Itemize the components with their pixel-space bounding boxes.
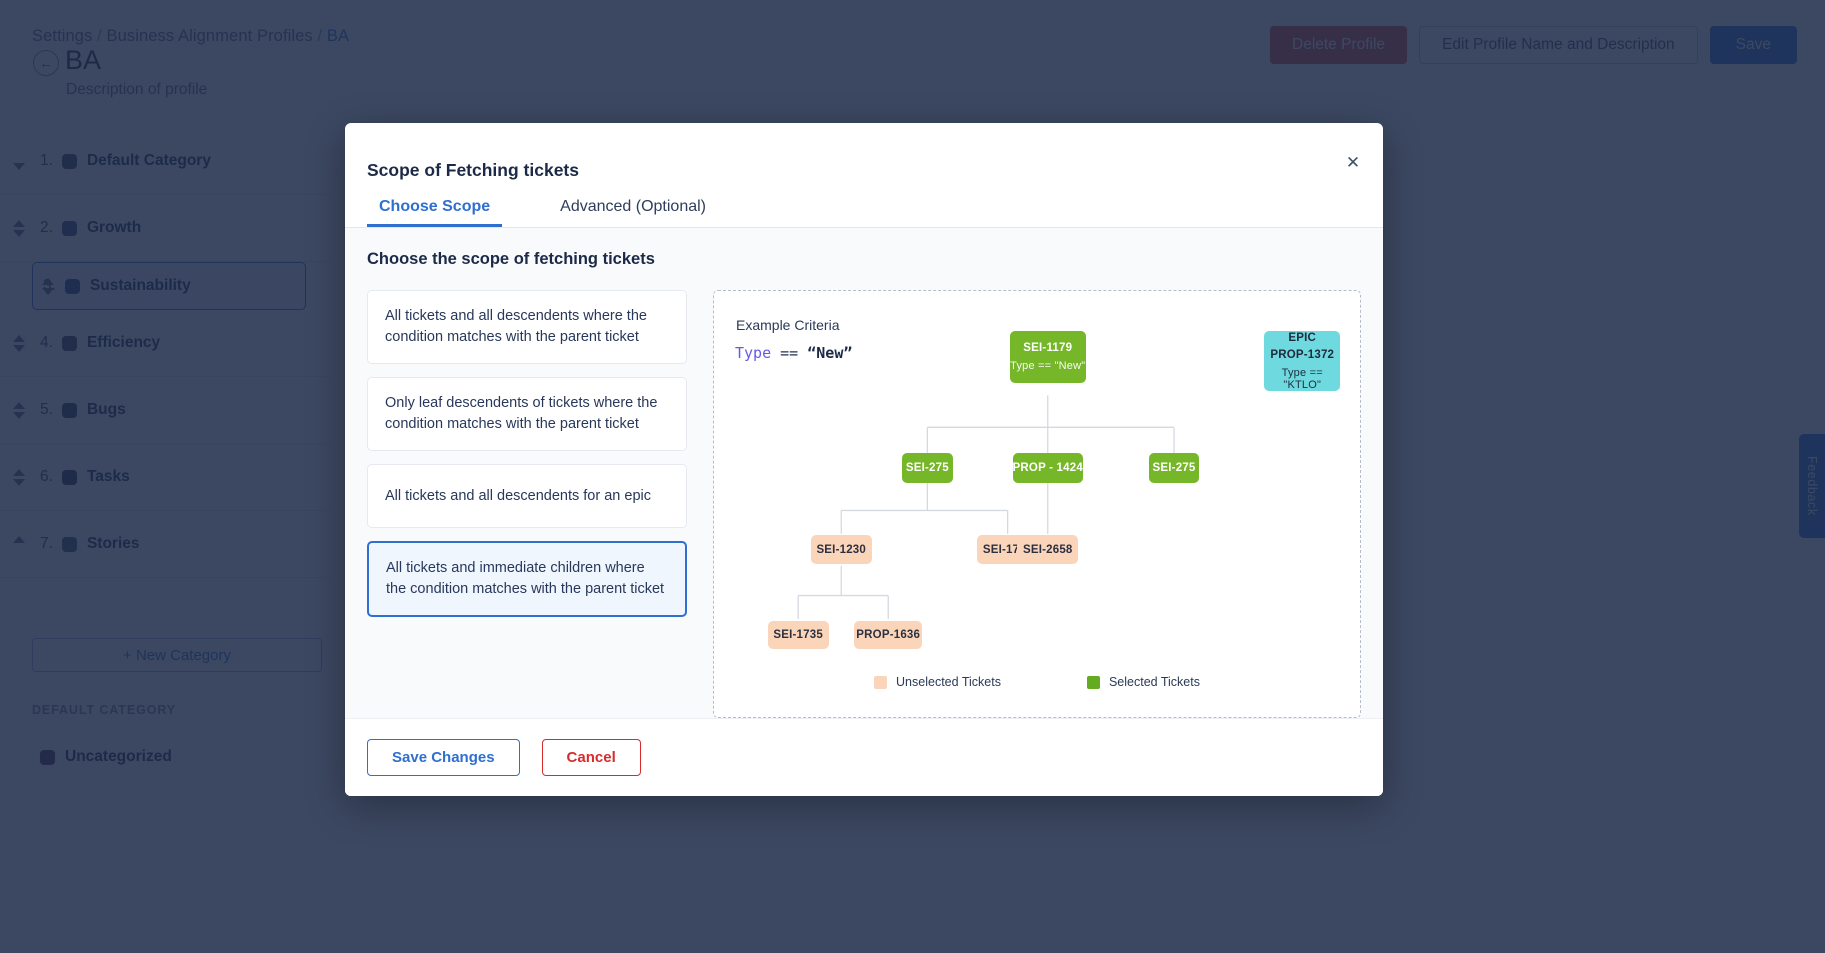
save-changes-button[interactable]: Save Changes: [367, 739, 520, 776]
modal-title: Scope of Fetching tickets: [367, 160, 579, 180]
criteria-key: Type: [735, 344, 772, 362]
legend-label: Unselected Tickets: [896, 675, 1001, 689]
cancel-button[interactable]: Cancel: [541, 739, 641, 776]
modal-footer: Save Changes Cancel: [345, 718, 1383, 796]
scope-modal: Scope of Fetching tickets ✕ Choose Scope…: [345, 123, 1383, 796]
tree-node-label: SEI-1230: [816, 543, 866, 556]
legend-swatch-icon: [874, 675, 888, 689]
diagram-legend: Unselected Tickets Selected Tickets: [714, 675, 1360, 689]
tree-node-label: EPIC: [1288, 331, 1317, 344]
legend-item: Unselected Tickets: [874, 675, 1001, 689]
tree-node: SEI-275: [901, 452, 953, 483]
scope-option-list: All tickets and all descendents where th…: [367, 290, 687, 718]
criteria-value: “New”: [807, 344, 853, 362]
tree-node-condition: Type == "New": [1010, 360, 1086, 373]
tree-node-label: SEI-275: [905, 461, 949, 474]
modal-header: Scope of Fetching tickets ✕ Choose Scope…: [345, 123, 1383, 228]
scope-option-2[interactable]: Only leaf descendents of tickets where t…: [367, 377, 687, 452]
example-criteria-expression: Type == “New”: [735, 344, 852, 362]
tree-node: SEI-2658: [1017, 535, 1079, 565]
tree-node-label: PROP-1636: [856, 628, 921, 641]
example-criteria-label: Example Criteria: [736, 317, 840, 333]
tree-node: PROP-1636: [853, 620, 923, 650]
legend-swatch-icon: [1086, 675, 1100, 689]
example-panel: Example Criteria Type == “New”: [713, 290, 1361, 718]
tree-node-label: SEI-1179: [1023, 342, 1073, 355]
tree-node: SEI-1230: [810, 535, 872, 565]
tree-node-label: SEI-1735: [773, 628, 823, 641]
legend-item: Selected Tickets: [1086, 675, 1200, 689]
ticket-hierarchy-diagram: SEI-1179 Type == "New" EPIC PROP-1372 Type =…: [714, 291, 1360, 717]
modal-body: Choose the scope of fetching tickets All…: [345, 228, 1383, 718]
scope-option-4[interactable]: All tickets and immediate children where…: [367, 541, 687, 618]
tree-node-condition: Type == "KTLO": [1281, 366, 1323, 391]
tab-choose-scope[interactable]: Choose Scope: [367, 198, 502, 227]
tree-node: PROP - 1424: [1012, 452, 1083, 483]
scope-option-3[interactable]: All tickets and all descendents for an e…: [367, 464, 687, 529]
tree-node-label: SEI-2658: [1022, 543, 1073, 556]
legend-label: Selected Tickets: [1108, 675, 1200, 689]
tree-node: SEI-275: [1148, 452, 1200, 483]
tree-node-label: SEI-275: [1152, 461, 1196, 474]
tab-advanced-optional[interactable]: Advanced (Optional): [548, 198, 718, 227]
tree-node: SEI-1179 Type == "New": [1009, 331, 1086, 383]
tree-node-label: PROP - 1424: [1012, 461, 1083, 474]
body-columns: All tickets and all descendents where th…: [367, 290, 1361, 718]
scope-option-1[interactable]: All tickets and all descendents where th…: [367, 290, 687, 365]
tree-edges: [797, 395, 1175, 620]
criteria-operator: ==: [780, 344, 799, 362]
tree-node-id: PROP-1372: [1270, 348, 1335, 361]
tree-node: EPIC PROP-1372 Type == "KTLO": [1264, 331, 1341, 392]
modal-tabs: Choose Scope Advanced (Optional): [345, 183, 1383, 228]
close-icon[interactable]: ✕: [1341, 150, 1365, 174]
tree-node: SEI-1735: [767, 620, 829, 650]
section-heading: Choose the scope of fetching tickets: [367, 250, 655, 268]
tree-node-layer: SEI-1179 Type == "New" EPIC PROP-1372 Type =…: [714, 291, 1360, 717]
